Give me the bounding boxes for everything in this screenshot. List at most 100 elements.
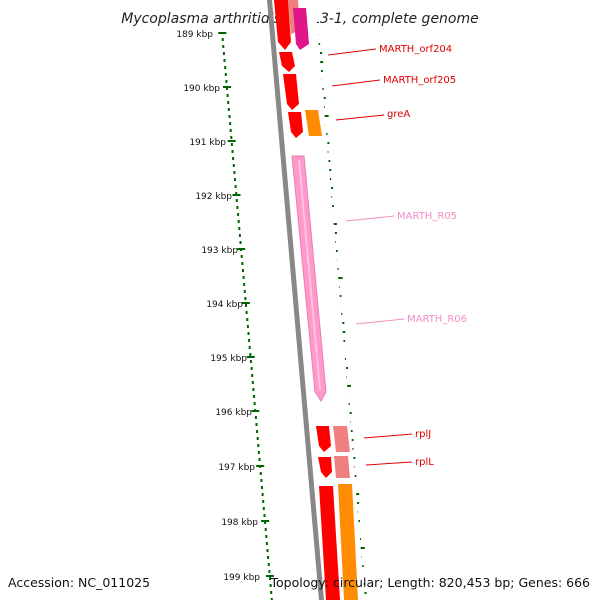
gene-label-marth-orf204[interactable]: MARTH_orf204: [379, 44, 452, 55]
gc-dot: [331, 187, 334, 189]
ruler-dot: [261, 486, 263, 489]
ruler-dot: [266, 549, 269, 552]
gc-dot: [323, 97, 326, 99]
feature-rpll-red[interactable]: [318, 457, 332, 478]
rrna-highlight: [298, 159, 321, 391]
ruler-dot: [260, 479, 263, 482]
gc-dot: [339, 295, 342, 297]
ruler-dot: [227, 101, 230, 104]
ruler-dot: [262, 500, 265, 503]
ruler-dot: [247, 332, 250, 335]
gc-dot: [329, 178, 332, 180]
ruler-dot: [261, 493, 264, 496]
ruler-dot: [221, 38, 224, 41]
feature-rpll[interactable]: [334, 456, 350, 478]
ruler-dot: [222, 45, 225, 48]
ruler-dot: [268, 570, 271, 573]
gc-dot: [346, 367, 348, 369]
gc-dot: [327, 142, 330, 144]
ruler-dot: [265, 535, 268, 538]
ruler-dot: [230, 136, 233, 139]
ruler-dot: [267, 563, 270, 566]
gene-labels: MARTH_orf204 MARTH_orf205 greA MARTH_R05…: [327, 44, 467, 468]
features: [274, 0, 358, 600]
gc-dot: [353, 457, 356, 459]
gc-dot: [343, 340, 346, 342]
ruler-dot: [241, 262, 244, 265]
ruler-dot: [235, 192, 238, 195]
gc-dot: [350, 430, 353, 432]
ruler-dot: [228, 115, 231, 118]
ruler-dot: [234, 178, 236, 181]
feature-grea[interactable]: [305, 110, 322, 136]
ruler-dot: [269, 577, 271, 580]
ruler-dot: [238, 227, 241, 230]
gc-dot: [320, 70, 323, 72]
ruler-dot: [236, 206, 239, 209]
ruler-dot: [264, 521, 267, 524]
gc-dot: [334, 232, 337, 234]
ruler-dot: [224, 66, 227, 69]
ruler-dot: [253, 395, 255, 398]
ruler-dot: [259, 472, 262, 475]
feature-bottom-orange[interactable]: [338, 484, 358, 600]
tick-label: 193 kbp: [201, 246, 238, 256]
gc-dot: [340, 313, 343, 315]
ruler-dot: [230, 143, 233, 146]
ruler-dot: [245, 304, 247, 307]
feature-rplj[interactable]: [333, 426, 350, 452]
feature-grea-red[interactable]: [288, 112, 303, 138]
gene-label-marth-r06[interactable]: MARTH_R06: [407, 314, 467, 325]
gc-dot: [342, 322, 345, 324]
feature-rplj-red[interactable]: [316, 426, 331, 452]
ruler-dot: [251, 374, 254, 377]
ruler-dot: [248, 339, 251, 342]
ruler-dot: [246, 318, 249, 321]
ruler-dot: [267, 556, 270, 559]
feature-bottom-red[interactable]: [319, 486, 340, 600]
ruler-dot: [250, 367, 253, 370]
ruler-dot: [222, 52, 225, 55]
ruler-major-tick: [261, 520, 270, 522]
ruler-dot: [257, 451, 260, 454]
ruler-dot: [253, 402, 256, 405]
ruler-dot: [239, 241, 242, 244]
ruler-dot: [252, 388, 255, 391]
ruler-major-tick: [246, 356, 255, 358]
callout-line: [327, 48, 377, 56]
ruler-dot: [229, 122, 232, 125]
ruler-dot: [233, 171, 236, 174]
ruler-dot: [227, 108, 230, 111]
gc-dot: [357, 502, 360, 504]
gc-dot: [336, 268, 339, 270]
gene-label-grea[interactable]: greA: [387, 109, 410, 120]
ruler-dot: [244, 297, 247, 300]
genome-backbone: [267, 0, 324, 600]
backbone-line: [267, 0, 324, 600]
gene-label-marth-r05[interactable]: MARTH_R05: [397, 211, 457, 222]
ruler-dot: [251, 381, 254, 384]
feature-magenta[interactable]: [293, 8, 309, 50]
feature-marth-orf205[interactable]: [283, 74, 299, 110]
ruler-dot: [243, 283, 246, 286]
ruler-dot: [257, 444, 260, 447]
ruler-major-tick: [223, 86, 231, 88]
tick-label: 197 kbp: [218, 463, 255, 473]
ruler-major-tick: [232, 194, 241, 196]
gene-label-rplj[interactable]: rplJ: [415, 429, 431, 440]
ruler-major-tick: [251, 410, 260, 412]
gc-dot: [351, 448, 354, 450]
feature-marth-orf204[interactable]: [274, 0, 291, 50]
tick-label: 191 kbp: [189, 138, 226, 148]
gc-dot: [328, 160, 331, 162]
callout-line: [331, 79, 381, 87]
gc-dot: [347, 403, 350, 405]
feature-orf-small[interactable]: [279, 52, 295, 72]
gene-label-marth-orf205[interactable]: MARTH_orf205: [383, 75, 456, 86]
gc-dot: [361, 565, 364, 567]
gene-label-rpll[interactable]: rplL: [415, 457, 434, 468]
ruler-dot: [235, 199, 238, 202]
gc-dot: [318, 43, 321, 45]
ruler-dot: [249, 360, 252, 363]
